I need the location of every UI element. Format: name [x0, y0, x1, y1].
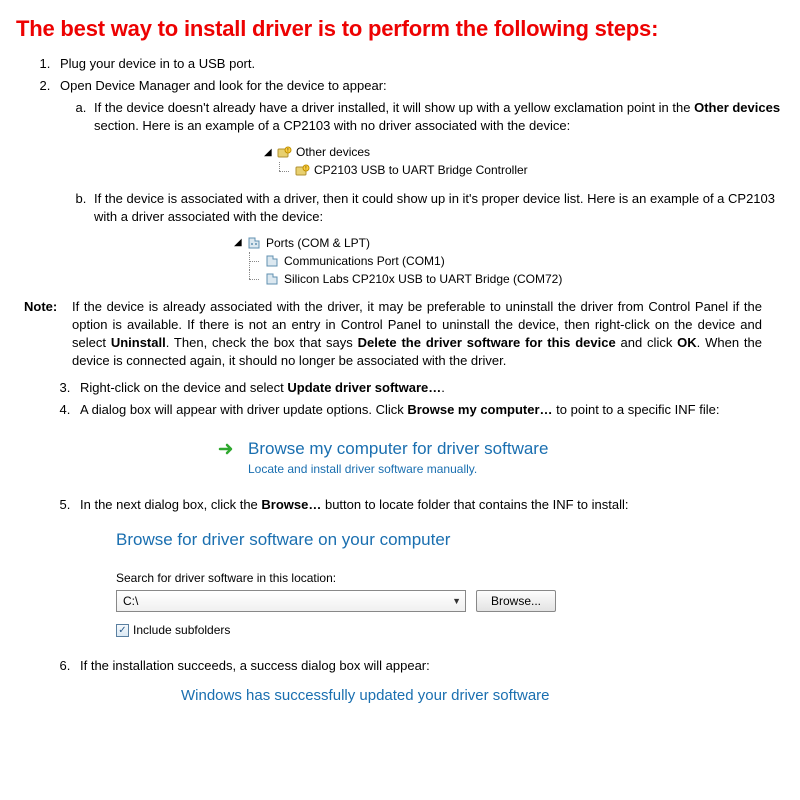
browse-title: Browse my computer for driver software [248, 437, 548, 461]
step-3: Right-click on the device and select Upd… [74, 379, 784, 397]
steps-list-continued-6: If the installation succeeds, a success … [74, 657, 784, 675]
note-t3: and click [616, 335, 677, 350]
path-combobox[interactable]: C:\ ▼ [116, 590, 466, 612]
tree-node-com1[interactable]: Communications Port (COM1) [284, 253, 445, 270]
s3-post: . [441, 380, 445, 395]
s2a-bold: Other devices [694, 100, 780, 115]
note-b2: Delete the driver software for this devi… [358, 335, 616, 350]
s2a-pre: If the device doesn't already have a dri… [94, 100, 694, 115]
s3-pre: Right-click on the device and select [80, 380, 287, 395]
tree-node-ports[interactable]: Ports (COM & LPT) [266, 235, 370, 252]
device-tree-no-driver: ◢ ! Other devices ! CP2103 USB to UART B… [264, 144, 784, 180]
s2a-post: section. Here is an example of a CP2103 … [94, 118, 570, 133]
step-1: Plug your device in to a USB port. [54, 55, 784, 73]
tree-node-other-devices[interactable]: Other devices [296, 144, 370, 161]
note-text: If the device is already associated with… [72, 298, 784, 371]
ports-icon [246, 235, 262, 251]
include-subfolders-checkbox[interactable]: ✓ [116, 624, 129, 637]
step-5: In the next dialog box, click the Browse… [74, 496, 784, 514]
note-b1: Uninstall [111, 335, 166, 350]
step-2b: If the device is associated with a drive… [90, 190, 784, 288]
tree-node-cp210x[interactable]: Silicon Labs CP210x USB to UART Bridge (… [284, 271, 562, 288]
tree-collapse-icon[interactable]: ◢ [234, 236, 244, 250]
path-value: C:\ [123, 593, 138, 610]
tree-connector [244, 252, 264, 270]
device-tree-with-driver: ◢ Ports (COM & LPT) Communications Port … [234, 234, 784, 288]
step-2-sublist: If the device doesn't already have a dri… [90, 99, 784, 288]
step-2-text: Open Device Manager and look for the dev… [60, 78, 387, 93]
note-t2: . Then, check the box that says [166, 335, 358, 350]
s3-bold: Update driver software… [287, 380, 441, 395]
steps-list: Plug your device in to a USB port. Open … [54, 55, 784, 288]
step-4: A dialog box will appear with driver upd… [74, 401, 784, 419]
com-port-icon [264, 271, 280, 287]
note-block: Note: If the device is already associate… [16, 298, 784, 371]
tree-node-cp2103-nodriver[interactable]: CP2103 USB to UART Bridge Controller [314, 162, 528, 179]
tree-connector [274, 162, 294, 180]
steps-list-continued: Right-click on the device and select Upd… [74, 379, 784, 419]
com-port-icon [264, 253, 280, 269]
s4-bold: Browse my computer… [407, 402, 552, 417]
svg-text:!: ! [287, 148, 288, 154]
s2b-text: If the device is associated with a drive… [94, 191, 775, 224]
dialog-title: Browse for driver software on your compu… [116, 528, 784, 552]
s5-post: button to locate folder that contains th… [321, 497, 628, 512]
step-2: Open Device Manager and look for the dev… [54, 77, 784, 288]
tree-connector [244, 270, 264, 288]
s5-bold: Browse… [261, 497, 321, 512]
chevron-down-icon: ▼ [452, 595, 461, 608]
include-subfolders-label: Include subfolders [133, 622, 230, 639]
browse-button[interactable]: Browse... [476, 590, 556, 612]
s4-post: to point to a specific INF file: [553, 402, 720, 417]
browse-dialog: Browse for driver software on your compu… [116, 528, 784, 639]
page-title: The best way to install driver is to per… [16, 14, 784, 45]
s4-pre: A dialog box will appear with driver upd… [80, 402, 407, 417]
unknown-device-icon: ! [294, 163, 310, 179]
browse-subtitle: Locate and install driver software manua… [248, 461, 784, 478]
search-label: Search for driver software in this locat… [116, 570, 784, 587]
browse-option-block[interactable]: Browse my computer for driver software L… [216, 437, 784, 478]
s5-pre: In the next dialog box, click the [80, 497, 261, 512]
success-message: Windows has successfully updated your dr… [181, 685, 784, 706]
steps-list-continued-5: In the next dialog box, click the Browse… [74, 496, 784, 514]
step-6: If the installation succeeds, a success … [74, 657, 784, 675]
arrow-right-icon [216, 438, 238, 460]
tree-collapse-icon[interactable]: ◢ [264, 146, 274, 160]
svg-text:!: ! [305, 166, 306, 172]
other-devices-icon: ! [276, 145, 292, 161]
note-label: Note: [24, 298, 72, 371]
step-2a: If the device doesn't already have a dri… [90, 99, 784, 179]
note-b3: OK [677, 335, 697, 350]
